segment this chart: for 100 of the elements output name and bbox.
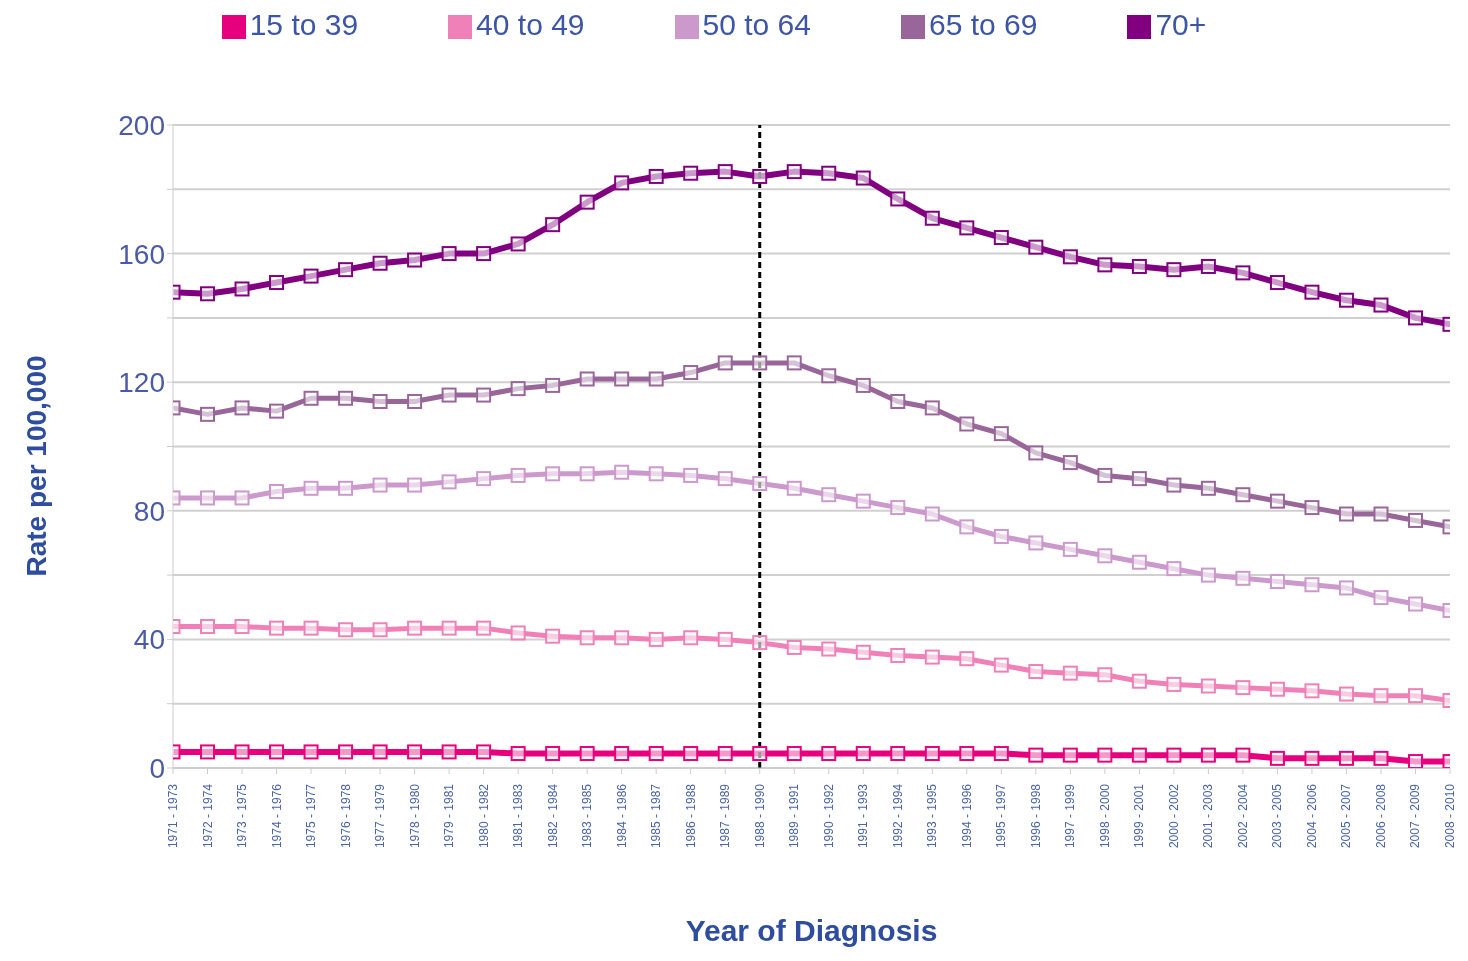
point [614,175,630,191]
point [1200,678,1216,694]
point [648,371,664,387]
point [924,506,940,522]
point [579,466,595,482]
point [786,164,802,180]
y-tick-label: 200 [118,109,165,141]
legend-label: 70+ [1155,8,1207,41]
point [993,746,1009,762]
point [476,471,492,487]
y-tick-label: 160 [118,238,165,270]
point [1235,265,1251,281]
point [821,746,837,762]
point [372,393,388,409]
point [959,220,975,236]
point [855,377,871,393]
x-tick-label: 1991 - 1993 [856,783,871,849]
point [1166,747,1182,763]
point [338,744,354,760]
point [510,625,526,641]
point [1131,554,1147,570]
legend-label: 65 to 69 [928,8,1038,41]
point [855,170,871,186]
x-tick-label: 2004 - 2006 [1304,783,1319,849]
point [441,387,457,403]
point [1407,512,1423,528]
point [614,630,630,646]
point [1131,747,1147,763]
point [821,487,837,503]
x-tick-label: 1984 - 1986 [614,783,629,849]
point [338,262,354,278]
point [476,620,492,636]
point [303,268,319,284]
x-tick-label: 2001 - 2003 [1201,783,1216,849]
point [890,647,906,663]
point [1097,257,1113,273]
x-tick-label: 2008 - 2010 [1443,783,1457,849]
point [648,746,664,762]
x-tick-label: 1983 - 1985 [580,783,595,849]
x-tick-label: 1974 - 1976 [269,783,284,849]
point [476,744,492,760]
x-tick-label: 1981 - 1983 [511,783,526,849]
point [855,644,871,660]
point [545,466,561,482]
point [200,490,216,506]
x-tick-label: 1996 - 1998 [1028,783,1043,849]
point [407,620,423,636]
point [717,355,733,371]
x-tick-label: 2000 - 2002 [1166,783,1181,849]
point [1166,561,1182,577]
point [1373,750,1389,766]
point [407,744,423,760]
point [1338,686,1354,702]
point [1338,506,1354,522]
point [510,746,526,762]
point [648,631,664,647]
point [855,746,871,762]
point [441,744,457,760]
point [855,493,871,509]
point [407,477,423,493]
point [234,744,250,760]
point [579,746,595,762]
point [1269,275,1285,291]
x-tick-label: 1997 - 1999 [1063,783,1078,849]
x-tick-label: 1971 - 1973 [166,783,180,849]
point [752,746,768,762]
x-tick-label: 1998 - 2000 [1097,783,1112,849]
x-tick-label: 1972 - 1974 [200,783,215,849]
point [303,620,319,636]
point [924,649,940,665]
point [1373,297,1389,313]
point [1200,480,1216,496]
point [234,490,250,506]
x-tick-label: 1989 - 1991 [787,783,802,849]
point [476,387,492,403]
point [1200,567,1216,583]
point [1304,683,1320,699]
point [1269,750,1285,766]
point [959,519,975,535]
point [1166,676,1182,692]
point [1166,262,1182,278]
point [1373,506,1389,522]
point [200,619,216,635]
point [786,746,802,762]
point [1028,239,1044,255]
point [338,622,354,638]
point [1097,747,1113,763]
point [510,236,526,252]
x-tick-label: 1988 - 1990 [752,783,767,849]
point [303,744,319,760]
point [717,164,733,180]
point [993,529,1009,545]
point [1028,747,1044,763]
point [372,744,388,760]
x-tick-label: 1980 - 1982 [476,783,491,849]
point [1062,665,1078,681]
x-tick-label: 1987 - 1989 [718,783,733,849]
point [959,746,975,762]
point [303,480,319,496]
point [648,466,664,482]
